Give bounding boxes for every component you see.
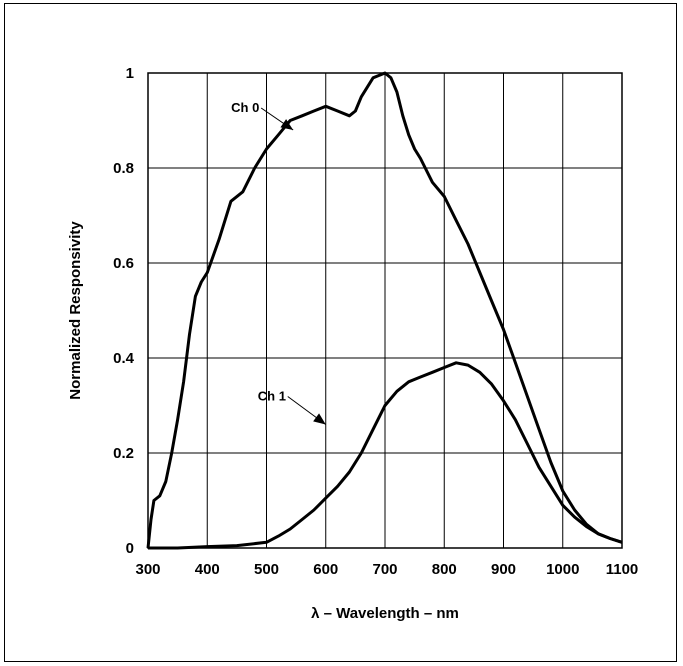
- x-tick-label: 900: [491, 561, 516, 578]
- annotation-label: Ch 0: [231, 100, 259, 115]
- y-axis-title: Normalized Responsivity: [67, 221, 84, 400]
- x-tick-label: 500: [254, 561, 279, 578]
- y-tick-labels: 0 0.2 0.4 0.6 0.8 1: [113, 65, 135, 557]
- series-group: [146, 71, 623, 550]
- annotation-arrowhead: [280, 119, 294, 130]
- y-tick-label: 0.2: [113, 445, 134, 462]
- x-tick-label: 800: [432, 561, 457, 578]
- y-tick-label: 0.8: [113, 160, 134, 177]
- y-tick-label: 1: [126, 65, 134, 82]
- x-tick-labels: 300 400 500 600 700 800 900 1000 1100: [135, 561, 638, 578]
- y-tick-label: 0.6: [113, 255, 134, 272]
- x-tick-label: 400: [195, 561, 220, 578]
- series-line-ch-0: [146, 71, 623, 549]
- x-axis-title: λ – Wavelength – nm: [311, 605, 459, 622]
- y-tick-label: 0.4: [113, 350, 135, 367]
- x-tick-label: 700: [372, 561, 397, 578]
- x-tick-label: 300: [135, 561, 160, 578]
- annotation-label: Ch 1: [258, 389, 286, 404]
- annotations: Ch 0 Ch 1: [231, 100, 327, 425]
- x-tick-label: 600: [313, 561, 338, 578]
- y-tick-label: 0: [126, 540, 134, 557]
- series-line-ch-1: [148, 361, 623, 550]
- x-tick-label: 1100: [606, 561, 639, 578]
- grid: [147, 72, 623, 549]
- annotation-arrowhead: [313, 413, 326, 425]
- x-tick-label: 1000: [546, 561, 579, 578]
